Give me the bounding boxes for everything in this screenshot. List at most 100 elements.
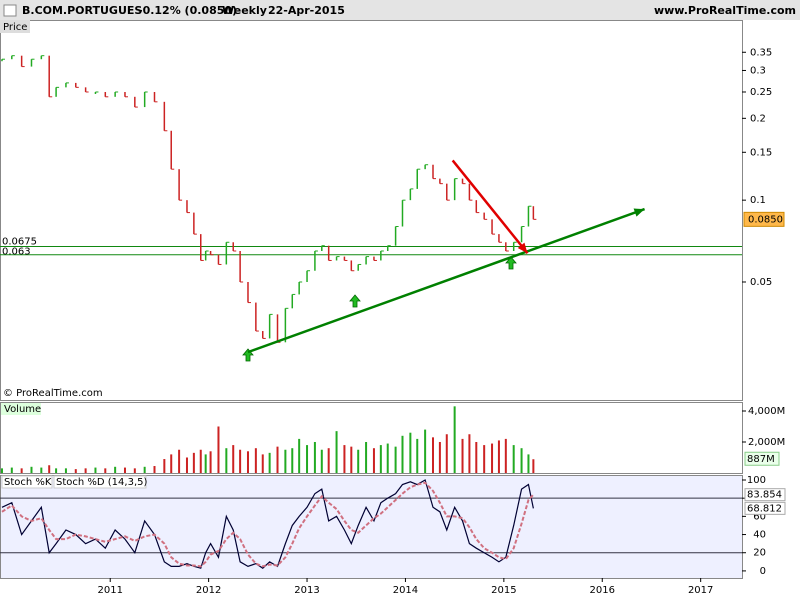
volume-bar (291, 448, 294, 473)
y-tick-label: 0.2 (750, 113, 766, 124)
arrow (505, 256, 517, 270)
volume-bar (343, 445, 346, 473)
price-label-box (0, 20, 30, 33)
arrow (349, 294, 361, 308)
y-tick-label: 0.1 (750, 195, 766, 206)
volume-bar (239, 449, 242, 473)
volume-bar (64, 468, 67, 473)
volume-bar (192, 452, 195, 473)
volume-bar (475, 441, 478, 473)
volume-bar (298, 438, 301, 473)
volume-bar (445, 434, 448, 473)
volume-bar (204, 454, 207, 473)
volume-bar (74, 469, 77, 473)
y-tick-label: 100 (747, 475, 766, 486)
volume-bar (20, 468, 23, 473)
x-tick-label: 2013 (294, 585, 319, 596)
volume-bar (453, 406, 456, 473)
volume-bar (217, 426, 220, 473)
volume-bar (268, 452, 271, 473)
current-label: 887M (747, 454, 775, 465)
volume-bar (246, 451, 249, 473)
price-label: Price (3, 22, 27, 33)
volume-bar (55, 468, 58, 473)
x-tick-label: 2015 (491, 585, 516, 596)
volume-bar (409, 432, 412, 473)
volume-bar (0, 468, 3, 473)
y-tick-label: 0.15 (750, 147, 772, 158)
volume-bar (424, 429, 427, 473)
volume-bar (461, 438, 464, 473)
y-tick-label: 0.3 (750, 65, 766, 76)
x-tick-label: 2012 (196, 585, 221, 596)
stoch-line (1, 481, 535, 568)
stoch-panel (0, 475, 743, 579)
volume-bar (178, 449, 181, 473)
volume-bar (431, 437, 434, 473)
current-label: 83.854 (747, 490, 782, 501)
volume-bar (357, 449, 360, 473)
volume-bar (313, 441, 316, 473)
price-panel (0, 20, 743, 401)
volume-bar (491, 443, 494, 473)
legend-box (53, 475, 147, 489)
current-label: 68.812 (747, 503, 782, 514)
y-tick-label: 0.05 (750, 277, 772, 288)
stoch-line (1, 479, 534, 569)
trendline-head (633, 208, 645, 217)
volume-bar (30, 466, 33, 473)
y-tick-label: 4,000M (748, 406, 785, 417)
volume-bar (504, 438, 507, 473)
header-bar (0, 0, 800, 20)
volume-bar (372, 448, 375, 473)
hline-label: 0.0675 (2, 237, 37, 248)
current-box (744, 451, 780, 466)
volume-bar (379, 445, 382, 473)
trendline (451, 159, 529, 254)
volume-bar (320, 449, 323, 473)
volume-bar (394, 446, 397, 473)
volume-bar (401, 435, 404, 473)
volume-bar (261, 454, 264, 473)
volume-bar (163, 459, 166, 473)
y-tick-label: 0 (760, 566, 766, 577)
volume-bar (40, 467, 43, 473)
volume-panel (0, 402, 743, 474)
volume-bar (532, 459, 535, 473)
current-label: 0.0850 (748, 214, 783, 225)
volume-bar (386, 443, 389, 473)
symbol: B.COM.PORTUGUES (22, 4, 142, 17)
volume-bar (199, 449, 202, 473)
x-tick-label: 2014 (393, 585, 418, 596)
volume-bar (94, 467, 97, 473)
volume-bar (350, 446, 353, 473)
volume-bar (10, 467, 13, 473)
volume-bar (527, 454, 530, 473)
volume-bar (84, 468, 87, 473)
volume-bar (104, 468, 107, 473)
y-tick-label: 20 (753, 548, 766, 559)
trendline-head (517, 242, 528, 254)
volume-label-box (1, 403, 41, 415)
volume-label: Volume (4, 404, 41, 415)
volume-bar (209, 451, 212, 473)
volume-bar (306, 445, 309, 473)
volume-bar (133, 468, 136, 473)
volume-bar (143, 466, 146, 473)
legend-box (1, 475, 53, 489)
volume-bar (48, 465, 51, 473)
volume-bar (335, 431, 338, 473)
hline-label: 0.063 (2, 247, 31, 258)
current-box (744, 488, 786, 502)
period: Weekly (222, 4, 267, 17)
y-tick-label: 0.25 (750, 87, 772, 98)
volume-bar (185, 457, 188, 473)
volume-bar (416, 438, 419, 473)
legend-entry: Stoch %K (4, 477, 52, 488)
site: www.ProRealTime.com (654, 4, 796, 17)
legend-entry: Stoch %D (14,3,5) (56, 477, 147, 488)
volume-bar (497, 440, 500, 473)
volume-bar (254, 448, 257, 473)
volume-bar (483, 445, 486, 473)
